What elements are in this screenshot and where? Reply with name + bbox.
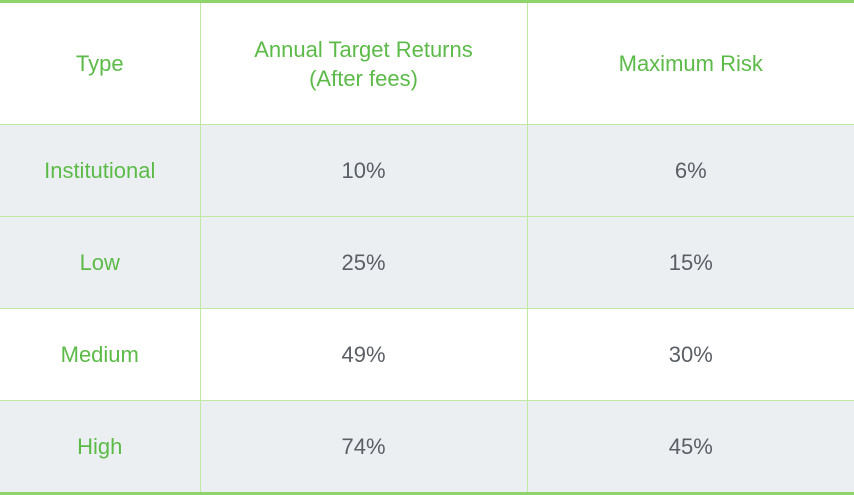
table-row: High 74% 45%	[0, 400, 854, 494]
type-cell: Institutional	[0, 124, 201, 217]
header-cell: Annual Target Returns (After fees)	[199, 1, 528, 125]
value-cell: 45%	[526, 400, 854, 494]
table-row: Institutional 10% 6%	[0, 124, 854, 217]
value-cell: 10%	[199, 124, 528, 217]
value-cell: 74%	[199, 400, 528, 494]
header-text: Annual Target Returns (After fees)	[254, 36, 473, 91]
table-header: Type Annual Target Returns (After fees) Ma…	[0, 1, 854, 125]
header-cell: Type	[0, 1, 201, 125]
value-cell: 49%	[199, 308, 528, 401]
table-row: Medium 49% 30%	[0, 308, 854, 401]
table-body: Institutional 10% 6% Low 25% 15% Medium 49% 30% H…	[0, 124, 854, 494]
header-cell: Maximum Risk	[526, 1, 854, 125]
type-cell: Medium	[0, 308, 201, 401]
value-cell: 15%	[526, 216, 854, 309]
value-cell: 6%	[526, 124, 854, 217]
table-row: Low 25% 15%	[0, 216, 854, 309]
type-cell: High	[0, 400, 201, 494]
header-text: Maximum Risk	[618, 51, 763, 76]
header-text: Type	[75, 51, 124, 76]
header-row: Type Annual Target Returns (After fees) Ma…	[0, 1, 854, 125]
type-cell: Low	[0, 216, 201, 309]
value-cell: 25%	[199, 216, 528, 309]
value-cell: 30%	[526, 308, 854, 401]
